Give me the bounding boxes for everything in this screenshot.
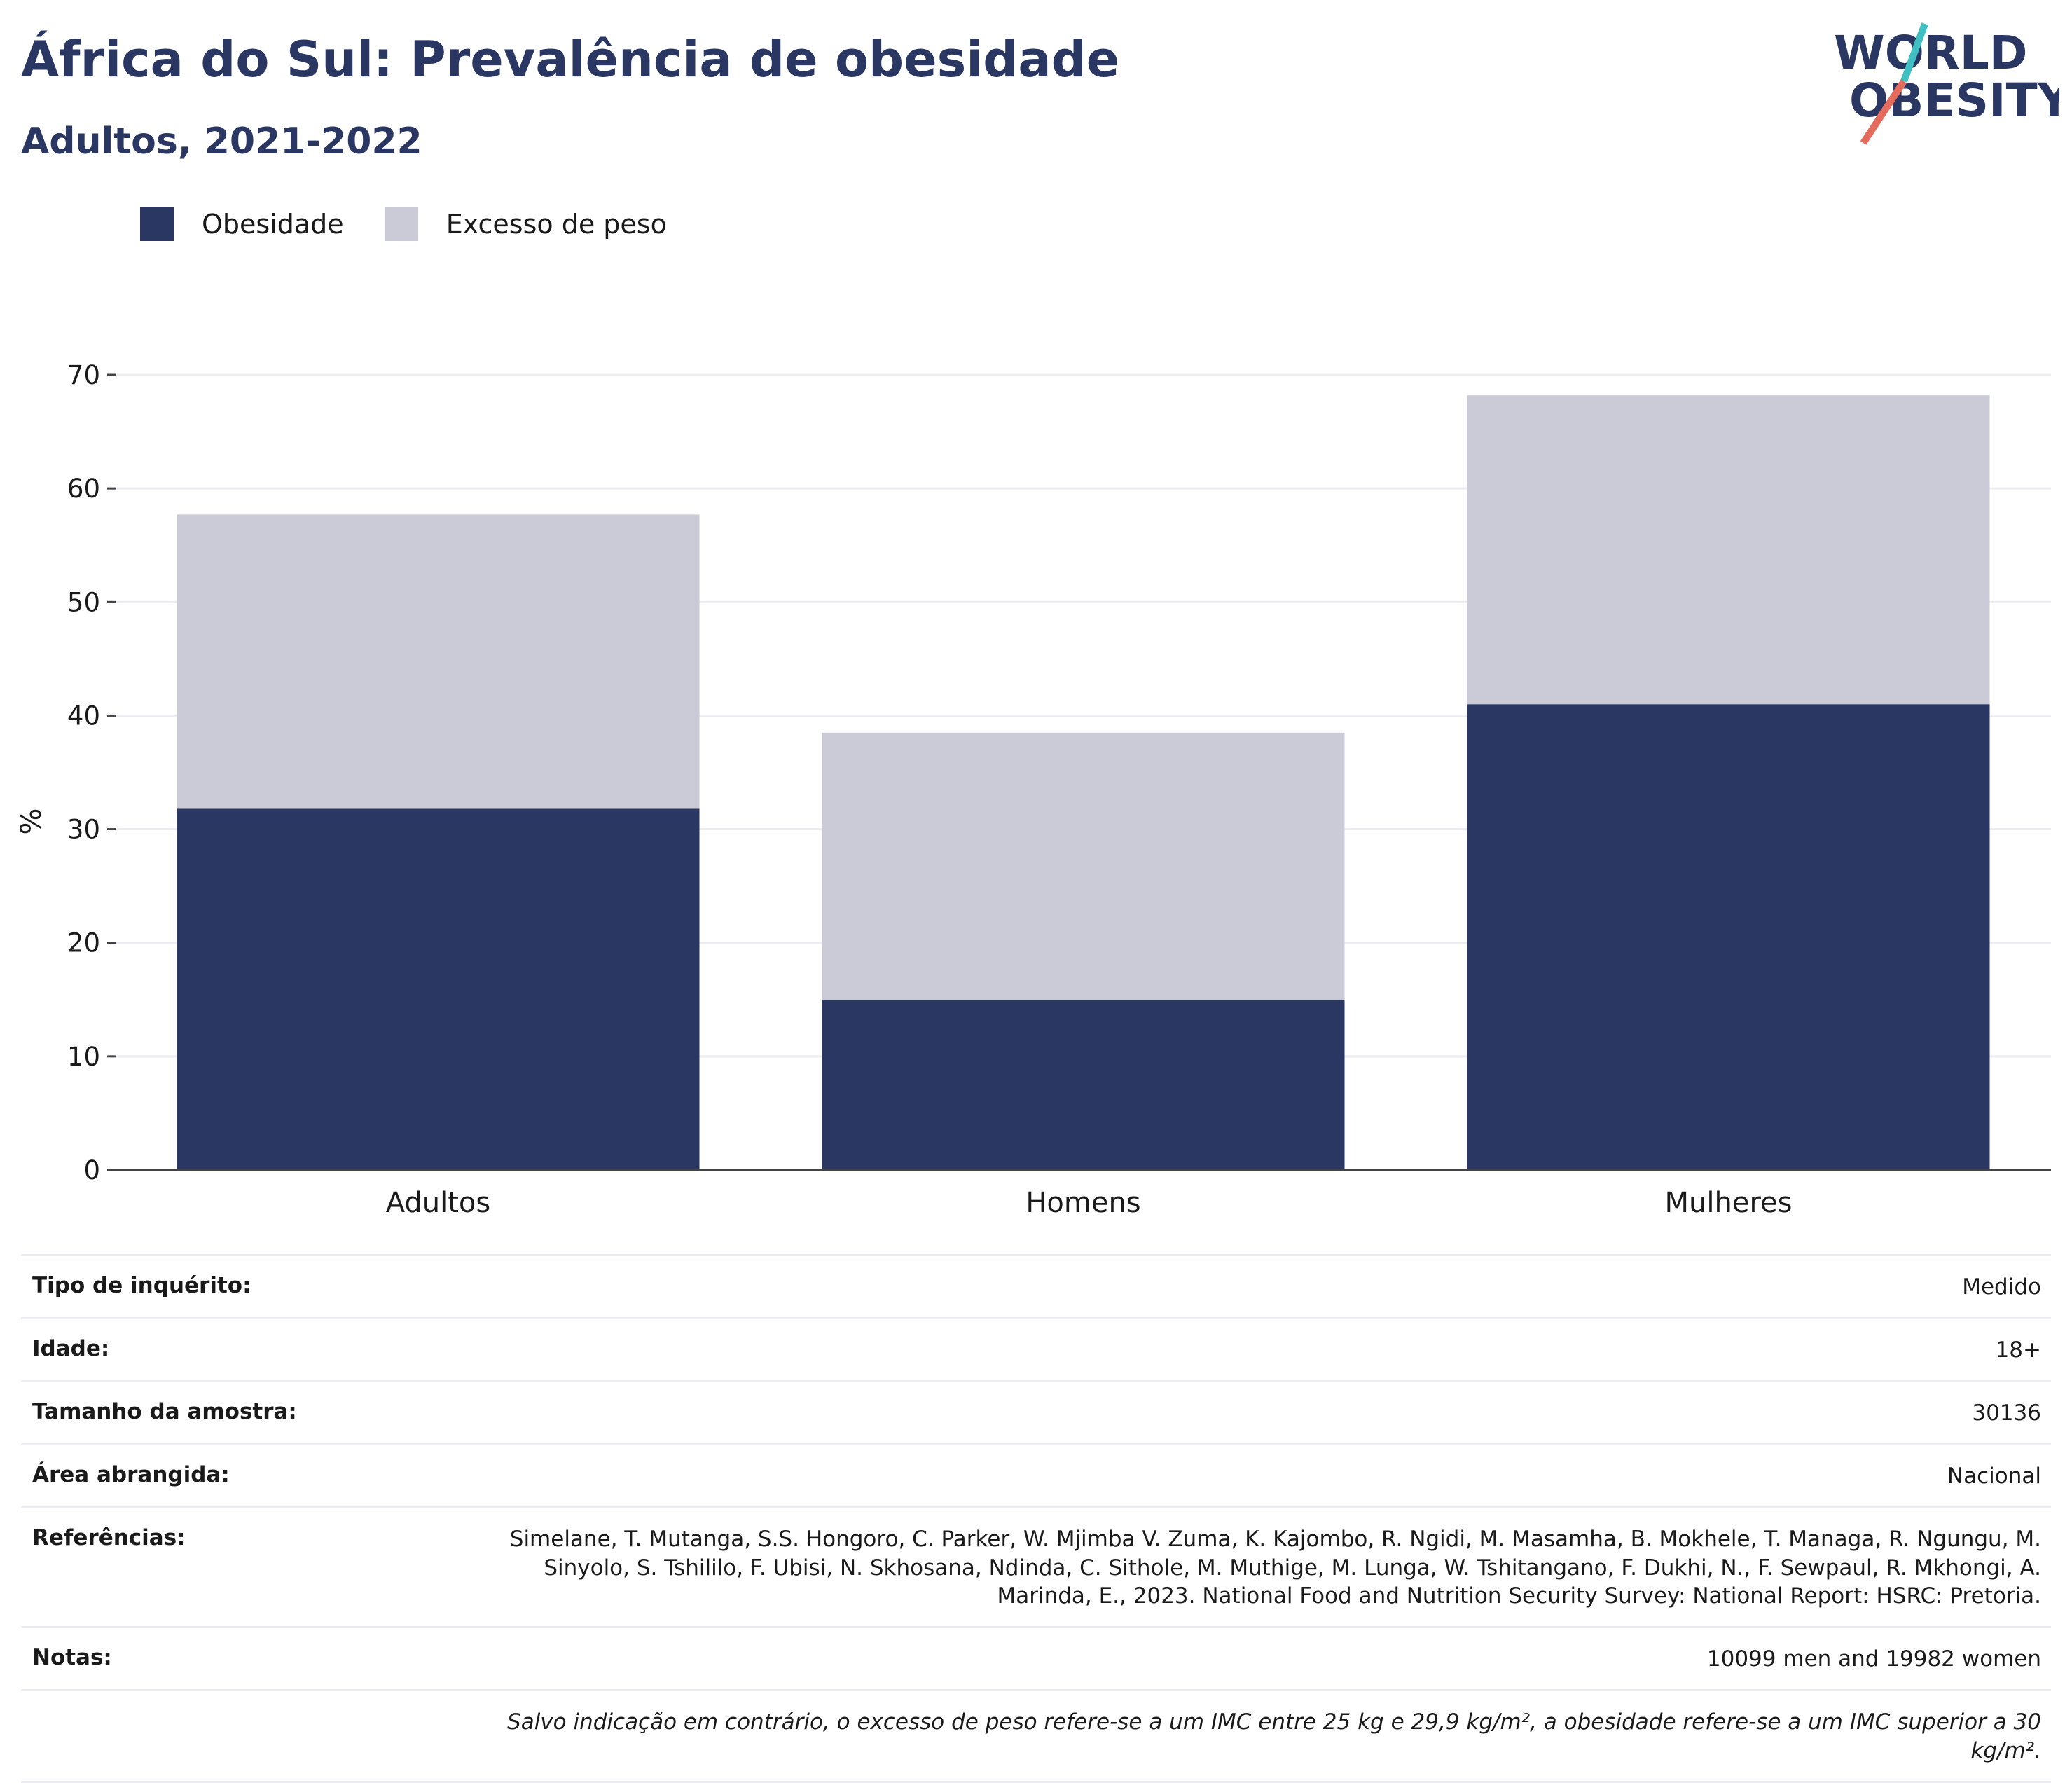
y-tick-label: 0 xyxy=(83,1155,100,1185)
legend-item-overweight: Excesso de peso xyxy=(384,207,667,241)
meta-row-footnote: Salvo indicação em contrário, o excesso … xyxy=(21,1689,2051,1783)
bar-overweight-adultos xyxy=(177,514,700,809)
meta-value: Medido xyxy=(1962,1274,2041,1300)
meta-key: Notas: xyxy=(32,1645,112,1671)
legend-label-overweight: Excesso de peso xyxy=(446,209,667,240)
metadata-table: Tipo de inquérito: Medido Idade: 18+ Tam… xyxy=(21,1254,2051,1783)
y-tick-label: 60 xyxy=(67,474,100,504)
meta-row-survey-type: Tipo de inquérito: Medido xyxy=(21,1254,2051,1317)
y-axis-label: % xyxy=(15,808,48,834)
x-category-label: Adultos xyxy=(386,1187,491,1219)
meta-key: Idade: xyxy=(32,1335,110,1361)
legend-item-obesity: Obesidade xyxy=(140,207,344,241)
y-tick-label: 20 xyxy=(67,928,100,958)
meta-key: Referências: xyxy=(32,1524,186,1550)
meta-row-references: Referências: Simelane, T. Mutanga, S.S. … xyxy=(21,1506,2051,1627)
bar-obesity-adultos xyxy=(177,808,700,1170)
logo-slash-coral xyxy=(1860,79,1907,145)
meta-key: Tipo de inquérito: xyxy=(32,1273,251,1298)
y-tick-label: 50 xyxy=(67,587,100,617)
logo-slash-teal xyxy=(1900,22,1928,83)
y-tick-label: 40 xyxy=(67,701,100,731)
meta-row-age: Idade: 18+ xyxy=(21,1316,2051,1380)
bar-obesity-homens xyxy=(822,999,1345,1170)
stacked-bar-chart: 0 10 20 30 40 50 60 70 Adultos Homens Mulheres % xyxy=(15,360,2051,1219)
logo-text-line1: WORLD xyxy=(1834,26,2028,80)
y-axis-ticks: 0 10 20 30 40 50 60 70 xyxy=(67,360,2051,1185)
meta-value: 18+ xyxy=(1995,1337,2041,1363)
meta-value: 30136 xyxy=(1972,1400,2041,1426)
meta-value: Simelane, T. Mutanga, S.S. Hongoro, C. P… xyxy=(509,1526,2041,1609)
y-tick-label: 30 xyxy=(67,815,100,845)
world-obesity-logo: WORLD OBESITY xyxy=(1834,22,2059,145)
chart-title: África do Sul: Prevalência de obesidade xyxy=(21,31,1120,88)
meta-value: 10099 men and 19982 women xyxy=(1706,1646,2041,1672)
y-tick-label: 10 xyxy=(67,1042,100,1072)
meta-key: Área abrangida: xyxy=(32,1461,230,1487)
x-category-label: Mulheres xyxy=(1665,1187,1793,1219)
meta-row-sample-size: Tamanho da amostra: 30136 xyxy=(21,1379,2051,1443)
x-category-label: Homens xyxy=(1025,1187,1140,1219)
legend-swatch-obesity xyxy=(140,207,174,241)
x-axis-labels: Adultos Homens Mulheres xyxy=(386,1187,1793,1219)
chart-bars xyxy=(177,395,1990,1170)
footnote-text: Salvo indicação em contrário, o excesso … xyxy=(507,1709,2041,1764)
meta-key: Tamanho da amostra: xyxy=(32,1398,297,1424)
bar-overweight-mulheres xyxy=(1467,395,1990,705)
meta-value: Nacional xyxy=(1947,1463,2041,1489)
legend-swatch-overweight xyxy=(384,207,418,241)
y-tick-label: 70 xyxy=(67,360,100,390)
logo-text-line2: OBESITY xyxy=(1849,74,2059,128)
meta-row-notes: Notas: 10099 men and 19982 women xyxy=(21,1626,2051,1689)
bar-obesity-mulheres xyxy=(1467,704,1990,1170)
chart-subtitle: Adultos, 2021-2022 xyxy=(21,121,422,163)
bar-overweight-homens xyxy=(822,732,1345,1000)
chart-legend: Obesidade Excesso de peso xyxy=(140,207,707,241)
meta-row-area: Área abrangida: Nacional xyxy=(21,1443,2051,1506)
legend-label-obesity: Obesidade xyxy=(202,209,344,240)
